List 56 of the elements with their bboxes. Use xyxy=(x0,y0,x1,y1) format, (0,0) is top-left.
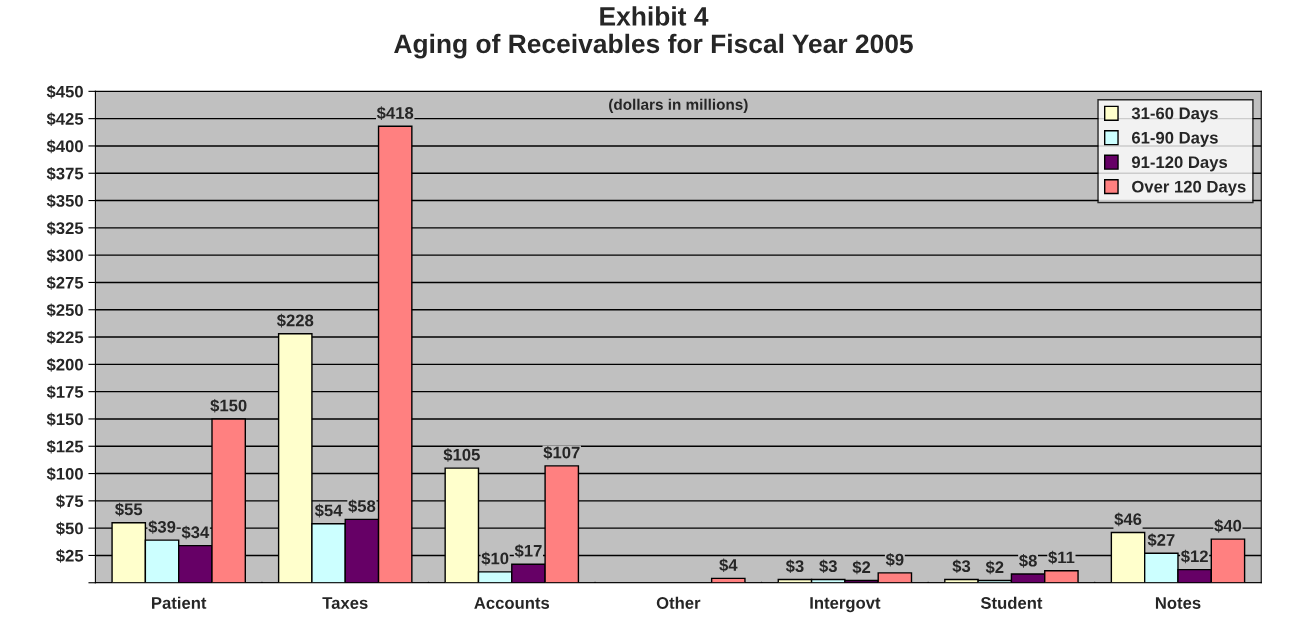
x-tick-label: Taxes xyxy=(322,597,368,609)
x-tick-label: Student xyxy=(980,596,1043,609)
data-label: $58 xyxy=(348,499,376,514)
legend-label: 91-120 Days xyxy=(1131,156,1228,172)
y-tick-label: $25 xyxy=(56,549,84,563)
data-label: $46 xyxy=(1114,512,1142,527)
y-tick-label: $250 xyxy=(46,303,83,318)
data-label: $2 xyxy=(852,560,871,575)
data-label: $34 xyxy=(181,525,210,540)
chart-subtitle: (dollars in millions) xyxy=(609,98,748,113)
data-label: $10 xyxy=(481,551,509,566)
data-label: $150 xyxy=(210,398,247,413)
data-label: $9 xyxy=(885,552,904,567)
chart-title: Exhibit 4 Aging of Receivables for Fiscal Year 2005 xyxy=(394,6,913,59)
y-tick-label: $225 xyxy=(46,330,84,345)
y-tick-label: $425 xyxy=(46,112,84,126)
legend-label: 31-60 Days xyxy=(1131,107,1218,123)
data-label: $2 xyxy=(985,560,1004,575)
data-label: $39 xyxy=(148,520,176,534)
data-label: $8 xyxy=(1019,554,1037,568)
data-label: $3 xyxy=(819,559,837,574)
data-label: $3 xyxy=(785,559,804,574)
data-label: $228 xyxy=(276,313,314,328)
y-tick-label: $150 xyxy=(46,412,83,427)
y-tick-label: $325 xyxy=(46,221,84,236)
data-label: $4 xyxy=(719,558,738,572)
data-label: $55 xyxy=(115,502,143,517)
data-label: $12 xyxy=(1180,549,1208,564)
data-label: $54 xyxy=(314,503,343,518)
y-tick-label: $375 xyxy=(46,166,84,181)
y-tick-label: $400 xyxy=(46,139,83,154)
data-label: $105 xyxy=(443,448,480,462)
x-tick-label: Intergovt xyxy=(810,597,881,613)
y-tick-label: $450 xyxy=(46,85,83,99)
y-tick-label: $300 xyxy=(46,248,83,263)
y-tick-label: $75 xyxy=(56,494,84,509)
x-tick-label: Other xyxy=(656,596,701,609)
y-tick-label: $50 xyxy=(56,521,83,536)
y-tick-label: $100 xyxy=(46,467,83,481)
y-tick-label: $275 xyxy=(46,276,84,290)
data-label: $11 xyxy=(1048,550,1075,565)
y-tick-label: $125 xyxy=(46,439,84,454)
y-tick-label: $350 xyxy=(46,194,83,208)
legend-label: Over 120 Days xyxy=(1132,180,1246,196)
data-label: $40 xyxy=(1214,519,1242,533)
legend-label: 61-90 Days xyxy=(1131,131,1218,147)
y-tick-label: $200 xyxy=(46,358,83,372)
data-label: $27 xyxy=(1147,533,1175,547)
data-label: $17 xyxy=(514,544,542,558)
x-tick-label: Accounts xyxy=(474,597,550,609)
y-tick-label: $175 xyxy=(46,385,84,399)
x-tick-label: Notes xyxy=(1155,597,1201,609)
x-tick-label: Patient xyxy=(152,596,207,609)
data-label: $418 xyxy=(376,106,414,120)
data-label: $3 xyxy=(952,559,971,574)
data-label: $107 xyxy=(543,445,580,460)
